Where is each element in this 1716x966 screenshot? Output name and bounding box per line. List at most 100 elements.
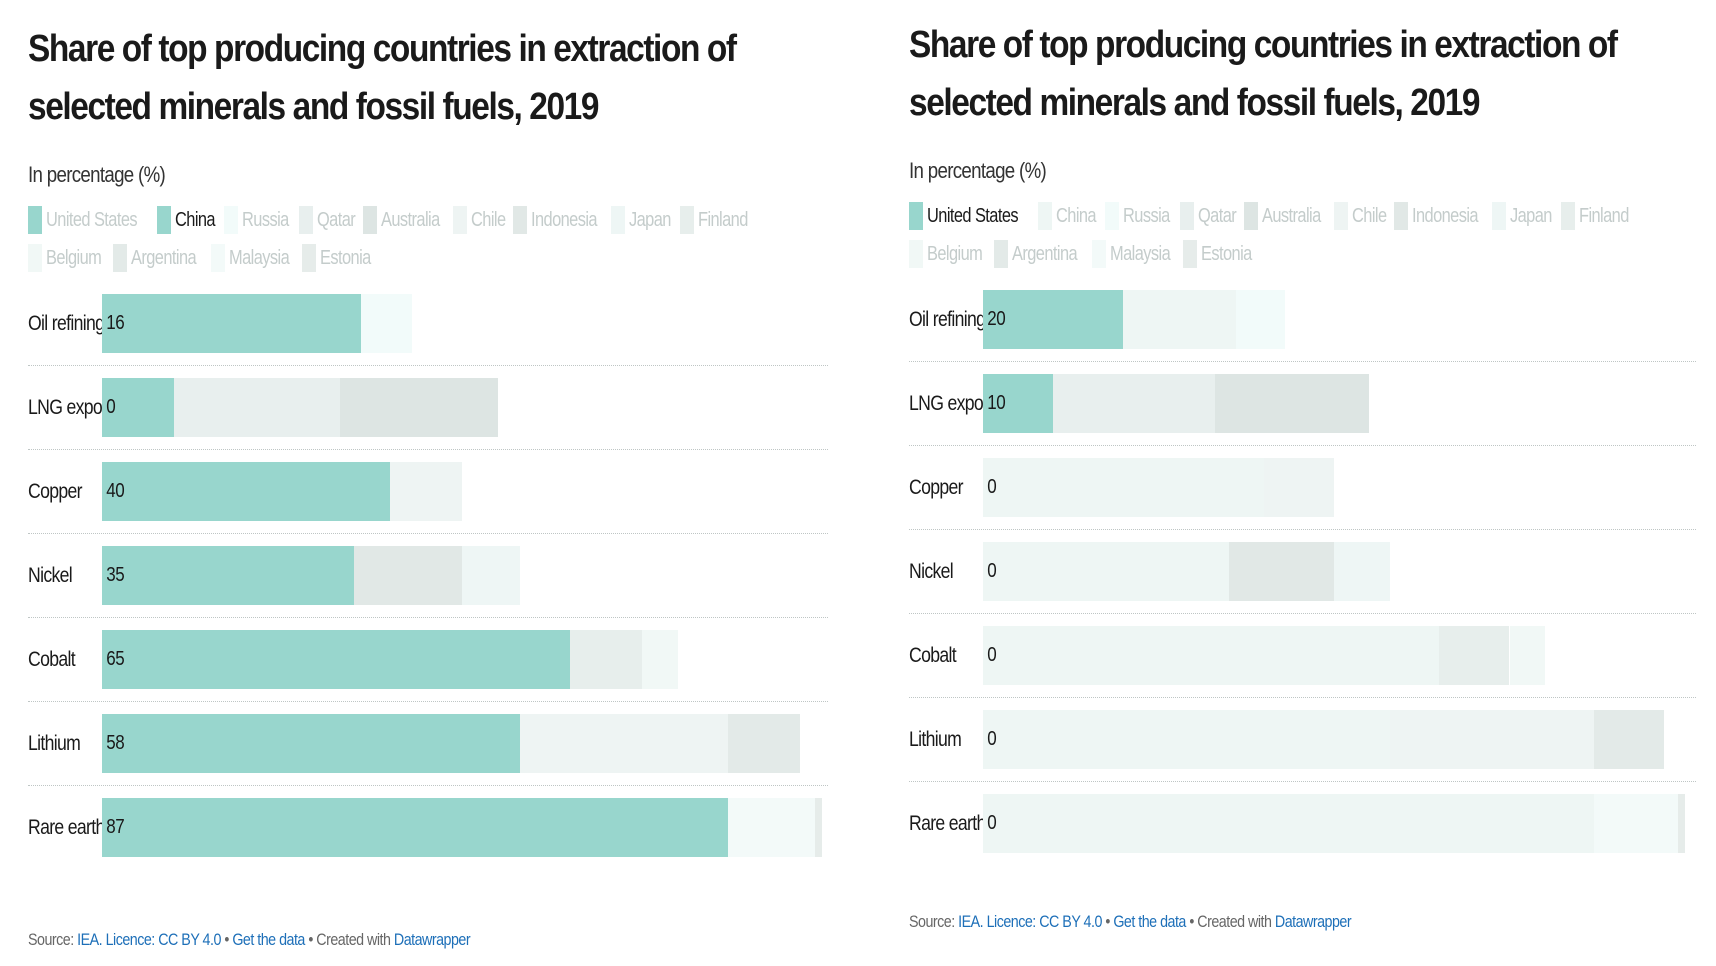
legend-label: China bbox=[1055, 204, 1097, 227]
legend-swatch bbox=[1393, 202, 1408, 230]
legend-item-japan[interactable]: Japan bbox=[611, 206, 672, 234]
bar-segment-china[interactable] bbox=[102, 798, 729, 857]
legend-item-indonesia[interactable]: Indonesia bbox=[512, 206, 601, 234]
bar-segment-china[interactable] bbox=[102, 462, 390, 521]
bar-segment-china[interactable] bbox=[983, 794, 1594, 853]
legend-label: Qatar bbox=[316, 208, 356, 231]
bar-segment-china[interactable] bbox=[983, 626, 1440, 685]
legend-item-qatar[interactable]: Qatar bbox=[298, 206, 356, 234]
bar-segment-china[interactable] bbox=[1123, 290, 1236, 349]
bar-segment-argentina[interactable] bbox=[728, 714, 801, 773]
bar-segment-qatar[interactable] bbox=[174, 378, 340, 437]
legend-item-united-states[interactable]: United States bbox=[909, 202, 1028, 230]
bar-row-nickel: Nickel 0 bbox=[909, 542, 1696, 614]
bar-segment-chile[interactable] bbox=[1263, 458, 1334, 517]
legend-item-argentina[interactable]: Argentina bbox=[113, 244, 200, 272]
legend-item-australia[interactable]: Australia bbox=[1244, 202, 1324, 230]
bar-segment-estonia[interactable] bbox=[814, 798, 822, 857]
value-label: 0 bbox=[987, 728, 997, 750]
get-data-link[interactable]: Get the data bbox=[1113, 912, 1186, 931]
legend-item-estonia[interactable]: Estonia bbox=[302, 244, 372, 272]
legend-item-russia[interactable]: Russia bbox=[223, 206, 289, 234]
legend-label: Estonia bbox=[320, 246, 371, 269]
bar-track: 0 bbox=[983, 458, 1696, 517]
legend-swatch bbox=[298, 206, 313, 234]
get-data-link[interactable]: Get the data bbox=[232, 930, 305, 949]
bar-segment-indonesia[interactable] bbox=[354, 546, 462, 605]
legend-item-indonesia[interactable]: Indonesia bbox=[1393, 202, 1482, 230]
bar-segment-china[interactable] bbox=[102, 546, 354, 605]
bar-segment-estonia[interactable] bbox=[1677, 794, 1685, 853]
bar-segment-belgium[interactable] bbox=[1509, 626, 1545, 685]
bar-segment-malaysia[interactable] bbox=[728, 798, 815, 857]
bar-segment-argentina[interactable] bbox=[1593, 710, 1664, 769]
legend-item-finland[interactable]: Finland bbox=[1561, 202, 1630, 230]
legend-item-belgium[interactable]: Belgium bbox=[28, 244, 103, 272]
legend-item-chile[interactable]: Chile bbox=[452, 206, 506, 234]
legend-item-china[interactable]: China bbox=[156, 206, 216, 234]
legend: United States China Russia Qatar Australia Ch… bbox=[28, 206, 818, 272]
bar-segment-china[interactable] bbox=[983, 710, 1391, 769]
legend-item-finland[interactable]: Finland bbox=[680, 206, 749, 234]
bar-segment-russia[interactable] bbox=[1235, 290, 1285, 349]
bar-segment-finland[interactable] bbox=[1439, 626, 1510, 685]
licence-link[interactable]: Licence: CC BY 4.0 bbox=[105, 930, 222, 949]
bar-segment-china[interactable] bbox=[102, 294, 218, 353]
bar-segment-china[interactable] bbox=[102, 630, 570, 689]
datawrapper-link[interactable]: Datawrapper bbox=[393, 930, 471, 949]
legend-item-belgium[interactable]: Belgium bbox=[909, 240, 984, 268]
legend-item-russia[interactable]: Russia bbox=[1104, 202, 1170, 230]
bar-segment-chile[interactable] bbox=[390, 462, 462, 521]
legend-swatch bbox=[909, 240, 923, 268]
bar-segment-australia[interactable] bbox=[339, 378, 498, 437]
legend-label: Chile bbox=[1351, 204, 1387, 227]
legend-item-australia[interactable]: Australia bbox=[363, 206, 443, 234]
legend-swatch bbox=[1179, 202, 1194, 230]
bar-segment-qatar[interactable] bbox=[1053, 374, 1215, 433]
legend-item-chile[interactable]: Chile bbox=[1333, 202, 1387, 230]
bar-segment-finland[interactable] bbox=[570, 630, 642, 689]
datawrapper-link[interactable]: Datawrapper bbox=[1274, 912, 1352, 931]
legend-item-china[interactable]: China bbox=[1037, 202, 1097, 230]
bar-segment-china[interactable] bbox=[983, 542, 1229, 601]
bar-segment-united-states[interactable] bbox=[983, 374, 1054, 433]
bar-track: 0 bbox=[102, 378, 828, 437]
legend-label: Finland bbox=[698, 208, 749, 231]
bar-segment-united-states[interactable] bbox=[217, 294, 362, 353]
legend-item-united-states[interactable]: United States bbox=[28, 206, 147, 234]
bar-segment-russia[interactable] bbox=[361, 294, 412, 353]
chart-subtitle: In percentage (%) bbox=[28, 162, 166, 187]
bar-segment-japan[interactable] bbox=[462, 546, 520, 605]
legend-label: Indonesia bbox=[530, 208, 598, 231]
bar-segment-indonesia[interactable] bbox=[1228, 542, 1334, 601]
licence-link[interactable]: Licence: CC BY 4.0 bbox=[986, 912, 1103, 931]
source-link[interactable]: IEA. bbox=[958, 912, 984, 931]
bar-track: 0 bbox=[983, 542, 1696, 601]
separator: • bbox=[1101, 912, 1114, 931]
row-divider bbox=[28, 449, 828, 450]
legend-item-argentina[interactable]: Argentina bbox=[994, 240, 1081, 268]
bar-segment-united-states[interactable] bbox=[983, 290, 1124, 349]
bar-segment-chile[interactable] bbox=[519, 714, 729, 773]
bar-segment-china[interactable] bbox=[983, 458, 1264, 517]
bar-row-oil-refining: Oil refining 20 bbox=[909, 290, 1696, 362]
legend-item-malaysia[interactable]: Malaysia bbox=[1091, 240, 1173, 268]
bar-segment-japan[interactable] bbox=[1334, 542, 1391, 601]
row-divider bbox=[28, 533, 828, 534]
bar-segment-china[interactable] bbox=[102, 714, 520, 773]
legend-label: Japan bbox=[629, 208, 672, 231]
legend-item-malaysia[interactable]: Malaysia bbox=[210, 244, 292, 272]
legend-item-estonia[interactable]: Estonia bbox=[1183, 240, 1253, 268]
legend-item-japan[interactable]: Japan bbox=[1492, 202, 1553, 230]
bar-segment-australia[interactable] bbox=[1214, 374, 1370, 433]
bar-segment-chile[interactable] bbox=[1390, 710, 1594, 769]
bar-segment-belgium[interactable] bbox=[642, 630, 678, 689]
bar-track: 10 bbox=[983, 374, 1696, 433]
bar-segment-united-states[interactable] bbox=[102, 378, 174, 437]
bar-segment-malaysia[interactable] bbox=[1593, 794, 1678, 853]
legend-item-qatar[interactable]: Qatar bbox=[1179, 202, 1236, 230]
value-label: 35 bbox=[106, 564, 125, 586]
source-link[interactable]: IEA. bbox=[77, 930, 103, 949]
bar-track: 65 bbox=[102, 630, 828, 689]
legend-swatch bbox=[1333, 202, 1348, 230]
